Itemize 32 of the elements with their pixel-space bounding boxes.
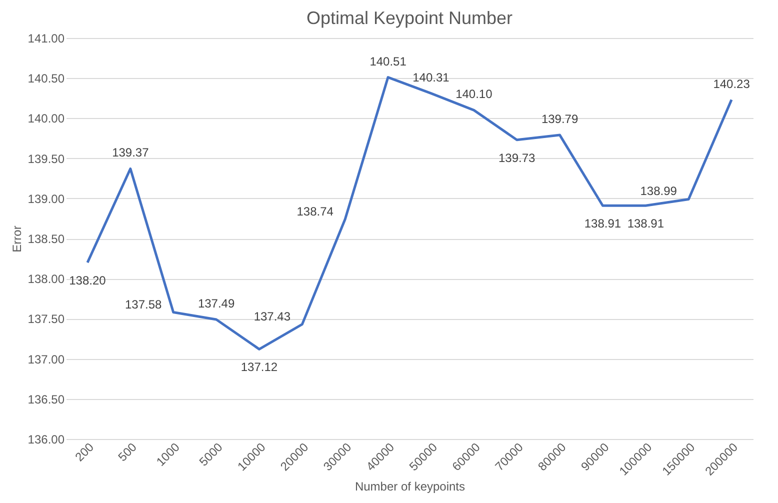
x-tick-label: 500 (115, 440, 140, 464)
x-tick-label: 200 (72, 440, 97, 464)
y-axis-title: Error (10, 226, 24, 252)
chart-title: Optimal Keypoint Number (306, 8, 513, 28)
data-label: 138.99 (640, 184, 678, 198)
data-label: 138.91 (584, 216, 622, 231)
data-label: 139.73 (498, 150, 536, 165)
y-tick-label: 140.50 (28, 72, 65, 86)
y-tick-label: 136.00 (28, 432, 65, 446)
data-label: 138.20 (69, 274, 106, 288)
y-tick-label: 137.50 (28, 312, 65, 326)
data-label: 140.23 (713, 76, 750, 91)
data-label: 139.79 (541, 112, 578, 126)
y-tick-label: 137.00 (28, 352, 65, 366)
y-tick-label: 139.50 (28, 152, 65, 166)
data-label: 137.58 (124, 297, 162, 312)
y-tick-label: 140.00 (28, 112, 65, 126)
data-label: 137.43 (254, 309, 291, 324)
data-label: 138.74 (296, 204, 334, 218)
y-tick-label: 139.00 (28, 192, 65, 206)
data-label: 138.91 (627, 216, 664, 231)
data-label: 140.31 (412, 70, 450, 84)
data-label: 139.37 (112, 146, 150, 160)
y-tick-label: 141.00 (28, 32, 65, 46)
y-tick-label: 136.50 (28, 392, 65, 406)
y-tick-label: 138.00 (28, 272, 65, 286)
data-label: 137.12 (240, 360, 278, 374)
x-axis-title: Number of keypoints (354, 480, 466, 494)
data-label: 140.10 (456, 87, 493, 102)
data-label: 137.49 (198, 296, 235, 310)
y-tick-label: 138.50 (28, 232, 65, 246)
data-label: 140.51 (370, 54, 407, 68)
